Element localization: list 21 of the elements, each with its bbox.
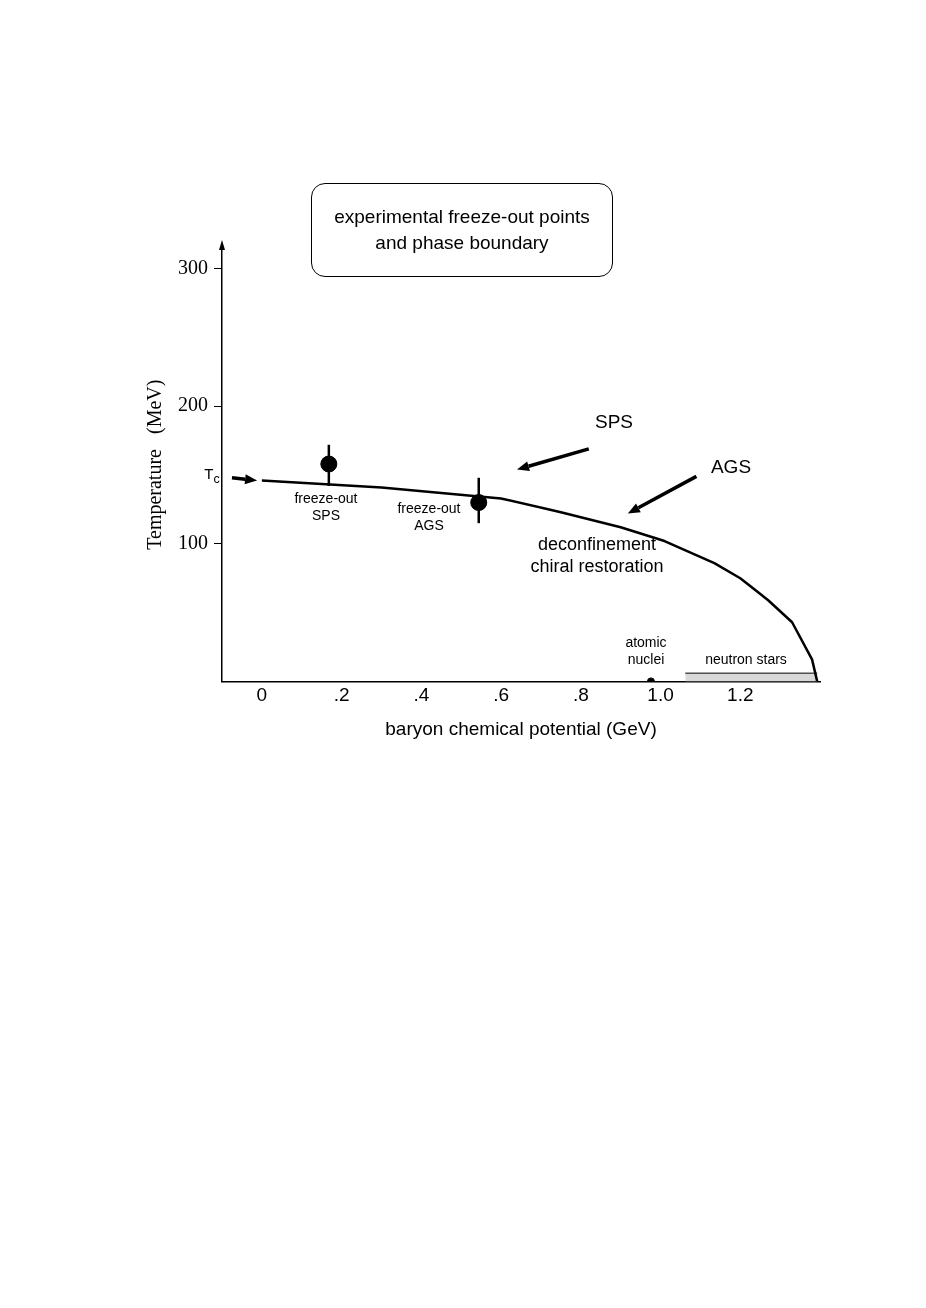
y-axis-title: Temperature (MeV) (143, 379, 167, 550)
x-tick-label: .6 (493, 684, 509, 706)
x-tick-label: 1.0 (647, 684, 674, 706)
y-tick-label: 300 (178, 255, 208, 278)
x-tick-label: 1.2 (727, 684, 754, 706)
annotation: freeze-out SPS (294, 490, 358, 524)
annotation: freeze-out AGS (397, 500, 461, 534)
annotation: neutron stars (705, 650, 787, 668)
x-tick-label: .4 (413, 684, 430, 706)
annotation: SPS (594, 410, 634, 434)
y-tick-label: 100 (178, 531, 208, 554)
x-tick-label: .2 (333, 684, 350, 706)
annotation: atomic nuclei (625, 634, 667, 668)
annotation: deconfinement chiral restoration (530, 534, 664, 578)
annotation: AGS (710, 455, 752, 479)
chart-title: experimental freeze-out points and phase boundary (311, 183, 613, 277)
x-tick-label: .8 (572, 684, 589, 706)
x-tick-label: 0 (256, 684, 268, 706)
text: T$_{c}$ (204, 465, 220, 487)
y-tick-label: 200 (178, 393, 208, 416)
x-axis-title: baryon chemical potential (GeV) (385, 717, 657, 739)
